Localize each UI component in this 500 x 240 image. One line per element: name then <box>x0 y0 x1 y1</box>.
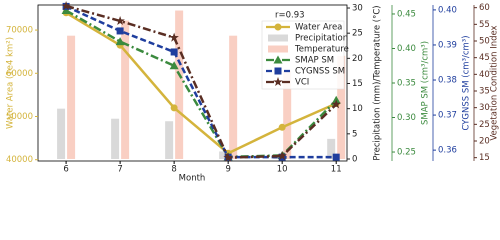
y-axis-title: Precipitation (mm)/Temperature (°C) <box>373 5 383 160</box>
y-axis-title: Water Area (1e4 km²) <box>6 37 16 129</box>
marker <box>116 27 124 35</box>
y-tick-label: 15 <box>352 79 363 89</box>
bar <box>229 35 238 159</box>
legend-label: Temperature <box>294 45 349 55</box>
y-tick-label: 0.36 <box>438 146 457 156</box>
y-tick-label: 60000 <box>6 69 33 79</box>
legend-box <box>261 20 345 90</box>
marker <box>115 16 125 26</box>
y-tick-label: 25 <box>479 120 490 130</box>
bar <box>121 20 130 159</box>
y-axis-title: Vegetation Condition Index <box>490 25 500 140</box>
line-series <box>65 4 338 159</box>
legend-swatch <box>268 45 288 53</box>
marker <box>169 61 179 70</box>
y-tick-label: 0.40 <box>438 5 457 15</box>
marker <box>170 48 178 56</box>
y-tick-label: 0.35 <box>397 79 416 89</box>
chart: r=0.93 Month 6 7 8 9 10 11 40000 50000 60000 7000… <box>6 1 500 184</box>
y-tick-label: 45 <box>479 53 490 63</box>
marker <box>61 6 71 15</box>
y-axis-title: SMAP SM (cm³/cm³) <box>421 41 431 125</box>
marker <box>170 104 178 112</box>
legend-label: CYGNSS SM <box>295 67 345 77</box>
legend-label: Precipitation <box>295 34 348 44</box>
y-tick-label: 30 <box>352 4 363 14</box>
y-tick-label: 0.30 <box>397 113 416 123</box>
bar <box>219 151 228 159</box>
y-tick-label: 30 <box>479 103 490 113</box>
y-tick-label: 0.37 <box>438 111 457 121</box>
line-series <box>65 11 337 155</box>
x-tick-label: 10 <box>277 165 288 175</box>
legend-label: SMAP SM <box>295 56 334 66</box>
y-tick-label: 0 <box>352 154 357 164</box>
marker <box>115 37 125 46</box>
y-tick-label: 0.45 <box>397 9 416 19</box>
legend-swatch <box>268 34 288 42</box>
y-tick-label: 15 <box>479 153 490 163</box>
x-tick-label: 7 <box>117 165 122 175</box>
y-tick-label: 55 <box>479 20 490 30</box>
plot-frame <box>37 4 348 162</box>
line-series <box>65 5 337 159</box>
x-tick-label: 11 <box>331 165 342 175</box>
x-tick-label: 8 <box>171 165 176 175</box>
y-tick-label: 20 <box>479 137 490 147</box>
bar <box>111 118 120 159</box>
x-axis-title: Month <box>179 174 206 184</box>
legend-marker <box>274 67 282 75</box>
bar <box>165 121 174 159</box>
bar <box>283 70 292 159</box>
y-tick-label: 5 <box>352 129 357 139</box>
y-tick-label: 50 <box>479 37 490 47</box>
y-tick-label: 60 <box>479 3 490 13</box>
y-tick-label: 0.39 <box>438 40 457 50</box>
y-axis-title: CYGNSS SM (cm³/cm³) <box>462 35 472 130</box>
marker <box>277 151 287 161</box>
bar <box>67 35 76 159</box>
y-tick-label: 0.25 <box>397 148 416 158</box>
y-tick-label: 40 <box>479 70 490 80</box>
marker <box>169 32 179 42</box>
marker <box>278 123 286 131</box>
y-tick-label: 70000 <box>6 26 33 36</box>
marker <box>223 152 233 162</box>
legend-label: VCI <box>295 78 309 88</box>
y-tick-label: 50000 <box>6 112 33 122</box>
marker <box>331 99 341 109</box>
legend-marker <box>273 77 283 87</box>
marker <box>332 153 340 161</box>
legend-marker <box>273 55 283 64</box>
y-tick-label: 0.40 <box>397 44 416 54</box>
y-tick-label: 40000 <box>6 155 33 165</box>
bar <box>57 108 66 159</box>
y-tick-label: 35 <box>479 87 490 97</box>
x-tick-label: 6 <box>63 165 68 175</box>
x-tick-label: 9 <box>225 165 230 175</box>
y-tick-label: 0.38 <box>438 76 457 86</box>
annotation: r=0.93 <box>275 11 305 21</box>
y-tick-label: 20 <box>352 54 363 64</box>
marker <box>61 1 71 11</box>
bar <box>327 138 336 159</box>
bar <box>175 10 184 159</box>
bar <box>337 55 346 159</box>
y-tick-label: 10 <box>352 104 363 114</box>
legend-marker <box>274 23 282 31</box>
legend-label: Water Area <box>295 23 342 33</box>
y-tick-label: 25 <box>352 29 363 39</box>
